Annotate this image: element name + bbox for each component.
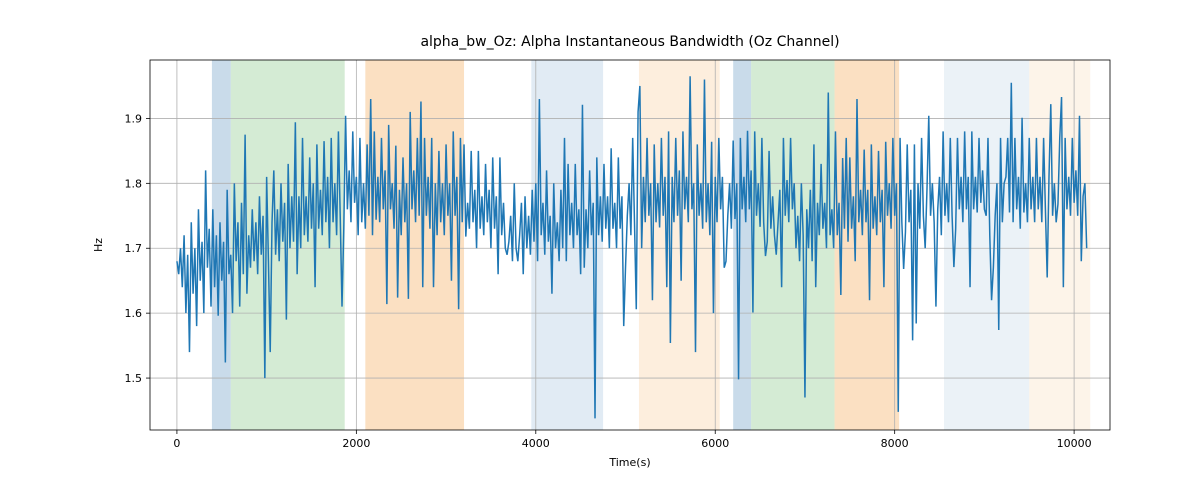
- chart-svg: 0 2000 4000 6000 8000 10000 1.5 1.6 1.7 1.8 1.9 a…: [0, 0, 1200, 500]
- y-ticks: 1.5 1.6 1.7 1.8 1.9: [125, 112, 151, 385]
- y-tick-label: 1.7: [125, 242, 143, 255]
- shaded-region: [835, 60, 900, 430]
- x-tick-label: 6000: [701, 437, 729, 450]
- y-tick-label: 1.6: [125, 307, 143, 320]
- x-tick-label: 8000: [881, 437, 909, 450]
- chart-title: alpha_bw_Oz: Alpha Instantaneous Bandwid…: [420, 34, 839, 50]
- x-tick-label: 4000: [522, 437, 550, 450]
- x-ticks: 0 2000 4000 6000 8000 10000: [173, 430, 1091, 450]
- shaded-region: [944, 60, 1029, 430]
- shaded-region: [365, 60, 464, 430]
- y-tick-label: 1.9: [125, 112, 143, 125]
- y-tick-label: 1.5: [125, 372, 143, 385]
- chart-container: 0 2000 4000 6000 8000 10000 1.5 1.6 1.7 1.8 1.9 a…: [0, 0, 1200, 500]
- x-tick-label: 10000: [1057, 437, 1092, 450]
- shaded-region: [751, 60, 834, 430]
- shaded-region: [733, 60, 751, 430]
- x-tick-label: 2000: [342, 437, 370, 450]
- y-axis-label: Hz: [92, 238, 105, 252]
- x-tick-label: 0: [173, 437, 180, 450]
- y-tick-label: 1.8: [125, 177, 143, 190]
- x-axis-label: Time(s): [608, 456, 650, 469]
